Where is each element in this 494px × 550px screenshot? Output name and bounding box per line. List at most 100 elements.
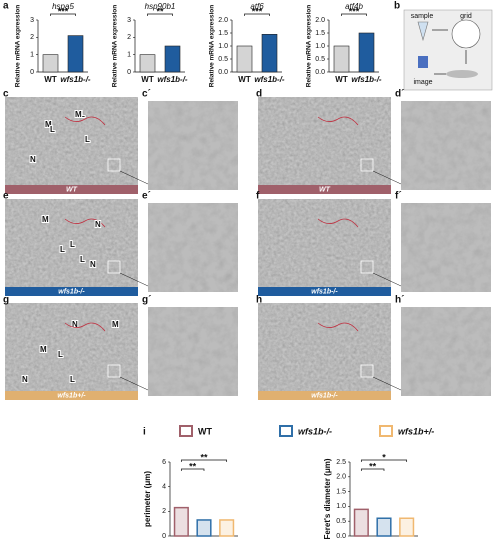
y-tick-label: 2 — [162, 508, 166, 515]
organelle-label: L — [80, 110, 85, 119]
legend-swatch — [279, 425, 293, 437]
er-trace — [64, 218, 106, 228]
organelle-label: M — [75, 110, 82, 119]
genotype-bar — [258, 185, 391, 194]
bar — [236, 45, 253, 73]
y-tick-label: 1 — [127, 52, 131, 59]
significance-label: *** — [349, 6, 360, 16]
chart-title: atf4b — [345, 2, 363, 11]
chart-title: hsp90b1 — [145, 2, 176, 11]
panel-label: d — [256, 89, 262, 100]
significance-bracket — [244, 13, 270, 16]
organelle-label: L — [70, 375, 75, 384]
zoom-box — [360, 260, 374, 274]
chart-title: atf6 — [250, 2, 264, 11]
y-tick-label: 1.0 — [336, 503, 346, 510]
zoom-connector — [372, 170, 402, 185]
schematic-label: grid — [460, 13, 472, 20]
zoom-connector — [119, 272, 149, 287]
genotype-bar — [258, 391, 391, 400]
panel-label: g´ — [142, 295, 151, 306]
y-tick-label: 3 — [30, 17, 34, 24]
panel-label: e´ — [142, 191, 151, 202]
x-tick-label: wfs1b-/- — [60, 75, 91, 84]
bar — [196, 519, 212, 537]
zoom-texture — [148, 101, 238, 190]
x-tick-label: wfs1b-/- — [254, 75, 285, 84]
panel-label: h´ — [395, 295, 404, 306]
significance-label: ** — [156, 6, 164, 16]
significance-label: *** — [58, 6, 69, 16]
y-tick-label: 0 — [127, 69, 131, 76]
genotype-bar — [258, 287, 391, 296]
y-tick-label: 0.5 — [315, 56, 325, 63]
significance-label: *** — [252, 6, 263, 16]
significance-bracket — [50, 13, 76, 16]
micrograph-texture — [258, 303, 391, 400]
y-tick-label: 2.0 — [315, 17, 325, 24]
zoom-connector — [119, 170, 149, 185]
zoom-texture — [401, 203, 491, 292]
significance-bracket — [360, 459, 408, 462]
organelle-label: L — [50, 125, 55, 134]
zoom-box — [360, 158, 374, 172]
y-tick-label: 1.5 — [315, 30, 325, 37]
panel-label: c — [3, 89, 9, 100]
er-trace — [64, 322, 106, 332]
significance-bracket — [341, 13, 367, 16]
legend-swatch — [379, 425, 393, 437]
zoom-texture — [148, 307, 238, 396]
significance-bracket — [360, 468, 385, 471]
organelle-label: M — [42, 215, 49, 224]
y-tick-label: 0.0 — [218, 69, 228, 76]
y-axis-label: Relative mRNA expression — [306, 5, 313, 88]
y-tick-label: 2.0 — [218, 17, 228, 24]
x-tick-label: wfs1b-/- — [157, 75, 188, 84]
zoom-box — [107, 158, 121, 172]
micrograph-texture — [5, 97, 138, 194]
genotype-label: WT — [319, 186, 331, 193]
bar — [67, 35, 84, 73]
er-trace — [317, 116, 359, 126]
schematic-label: sample — [411, 13, 434, 20]
micrograph-texture — [258, 97, 391, 194]
bar — [376, 517, 392, 537]
y-tick-label: 1.0 — [315, 43, 325, 50]
panel-label: g — [3, 295, 9, 306]
genotype-label: WT — [66, 186, 78, 193]
genotype-bar — [5, 391, 138, 400]
y-tick-label: 0.5 — [218, 56, 228, 63]
y-axis-label: perimeter (μm) — [143, 471, 152, 527]
zoom-texture — [401, 101, 491, 190]
y-tick-label: 3 — [127, 17, 131, 24]
y-tick-label: 4 — [162, 484, 166, 491]
significance-label: ** — [369, 461, 377, 471]
organelle-label: N — [90, 260, 96, 269]
organelle-label: M — [45, 120, 52, 129]
y-axis-label: Feret's diameter (μm) — [323, 458, 332, 539]
genotype-label: wfs1b-/- — [311, 288, 338, 295]
organelle-label: N — [72, 320, 78, 329]
y-tick-label: 0.0 — [336, 533, 346, 540]
zoom-texture — [148, 203, 238, 292]
significance-bracket — [180, 459, 228, 462]
significance-label: ** — [189, 461, 197, 471]
legend-label: WT — [198, 426, 212, 436]
organelle-label: L — [60, 245, 65, 254]
zoom-box — [360, 364, 374, 378]
micrograph-texture — [5, 199, 138, 296]
organelle-label: L — [70, 240, 75, 249]
organelle-label: N — [95, 220, 101, 229]
organelle-label: L — [58, 350, 63, 359]
significance-bracket — [180, 468, 205, 471]
er-trace — [317, 218, 359, 228]
zoom-box — [107, 364, 121, 378]
organelle-label: M — [112, 320, 119, 329]
y-tick-label: 1.0 — [218, 43, 228, 50]
panel-label: f — [256, 191, 260, 202]
panel-label: i — [143, 427, 146, 438]
genotype-label: wfs1b-/- — [58, 288, 85, 295]
genotype-bar — [5, 287, 138, 296]
panel-label: d´ — [395, 89, 404, 100]
significance-label: * — [382, 452, 386, 462]
